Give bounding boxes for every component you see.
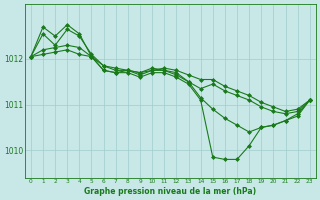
X-axis label: Graphe pression niveau de la mer (hPa): Graphe pression niveau de la mer (hPa)	[84, 187, 256, 196]
